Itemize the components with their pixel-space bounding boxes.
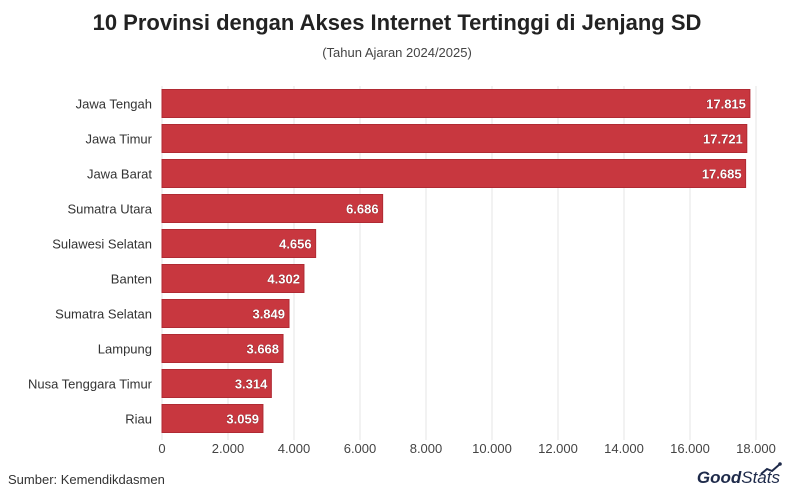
bar-value-label: 3.314 (235, 377, 268, 392)
bar (161, 334, 284, 363)
bar-value-label: 3.059 (226, 412, 259, 427)
bar-value-label: 3.668 (246, 342, 279, 357)
chart-title: 10 Provinsi dengan Akses Internet Tertin… (92, 10, 702, 35)
category-label: Jawa Tengah (76, 97, 152, 112)
x-tick-labels: 0 2.000 4.000 6.000 8.000 10.000 12.000 14.000 1… (158, 441, 776, 456)
bar-chart: 17.815 17.721 17.685 6.686 4.656 4.302 3.849 3.… (28, 86, 776, 456)
category-label: Lampung (98, 342, 152, 357)
bar (161, 369, 272, 398)
category-label: Sumatra Selatan (55, 307, 152, 322)
x-tick-label: 12.000 (538, 441, 578, 456)
bar-value-label: 17.685 (702, 167, 742, 182)
source-note: Sumber: Kemendikdasmen (8, 472, 165, 487)
logo-stats-text: Stats (741, 468, 780, 487)
bars: 17.815 17.721 17.685 6.686 4.656 4.302 3.849 3.… (161, 89, 751, 433)
bar (161, 404, 264, 433)
category-label: Riau (125, 412, 152, 427)
x-tick-label: 10.000 (472, 441, 512, 456)
bar-value-label: 6.686 (346, 202, 379, 217)
x-tick-label: 2.000 (212, 441, 245, 456)
x-tick-label: 6.000 (344, 441, 377, 456)
x-tick-label: 16.000 (670, 441, 710, 456)
category-labels: Jawa Tengah Jawa Timur Jawa Barat Sumatra U… (28, 97, 153, 427)
bar (161, 194, 384, 223)
goodstats-logo: GoodStats (697, 468, 780, 488)
x-tick-label: 18.000 (736, 441, 776, 456)
chart-trend-icon (760, 462, 782, 475)
chart-subtitle: (Tahun Ajaran 2024/2025) (322, 45, 472, 60)
logo-good-text: Good (696, 468, 742, 487)
bar-value-label: 4.302 (267, 272, 300, 287)
bar (161, 124, 748, 153)
category-label: Jawa Barat (87, 167, 152, 182)
bar (161, 264, 305, 293)
category-label: Jawa Timur (86, 132, 153, 147)
bar (161, 89, 751, 118)
bar-value-label: 3.849 (252, 307, 285, 322)
x-tick-label: 0 (158, 441, 165, 456)
category-label: Sumatra Utara (67, 202, 152, 217)
bar-value-label: 17.721 (703, 132, 743, 147)
bar-value-label: 4.656 (279, 237, 312, 252)
x-tick-label: 4.000 (278, 441, 311, 456)
x-tick-label: 8.000 (410, 441, 443, 456)
category-label: Nusa Tenggara Timur (28, 377, 153, 392)
bar (161, 159, 747, 188)
category-label: Sulawesi Selatan (52, 237, 152, 252)
bar (161, 229, 317, 258)
category-label: Banten (111, 272, 152, 287)
bar-value-label: 17.815 (706, 97, 746, 112)
bar (161, 299, 290, 328)
x-tick-label: 14.000 (604, 441, 644, 456)
